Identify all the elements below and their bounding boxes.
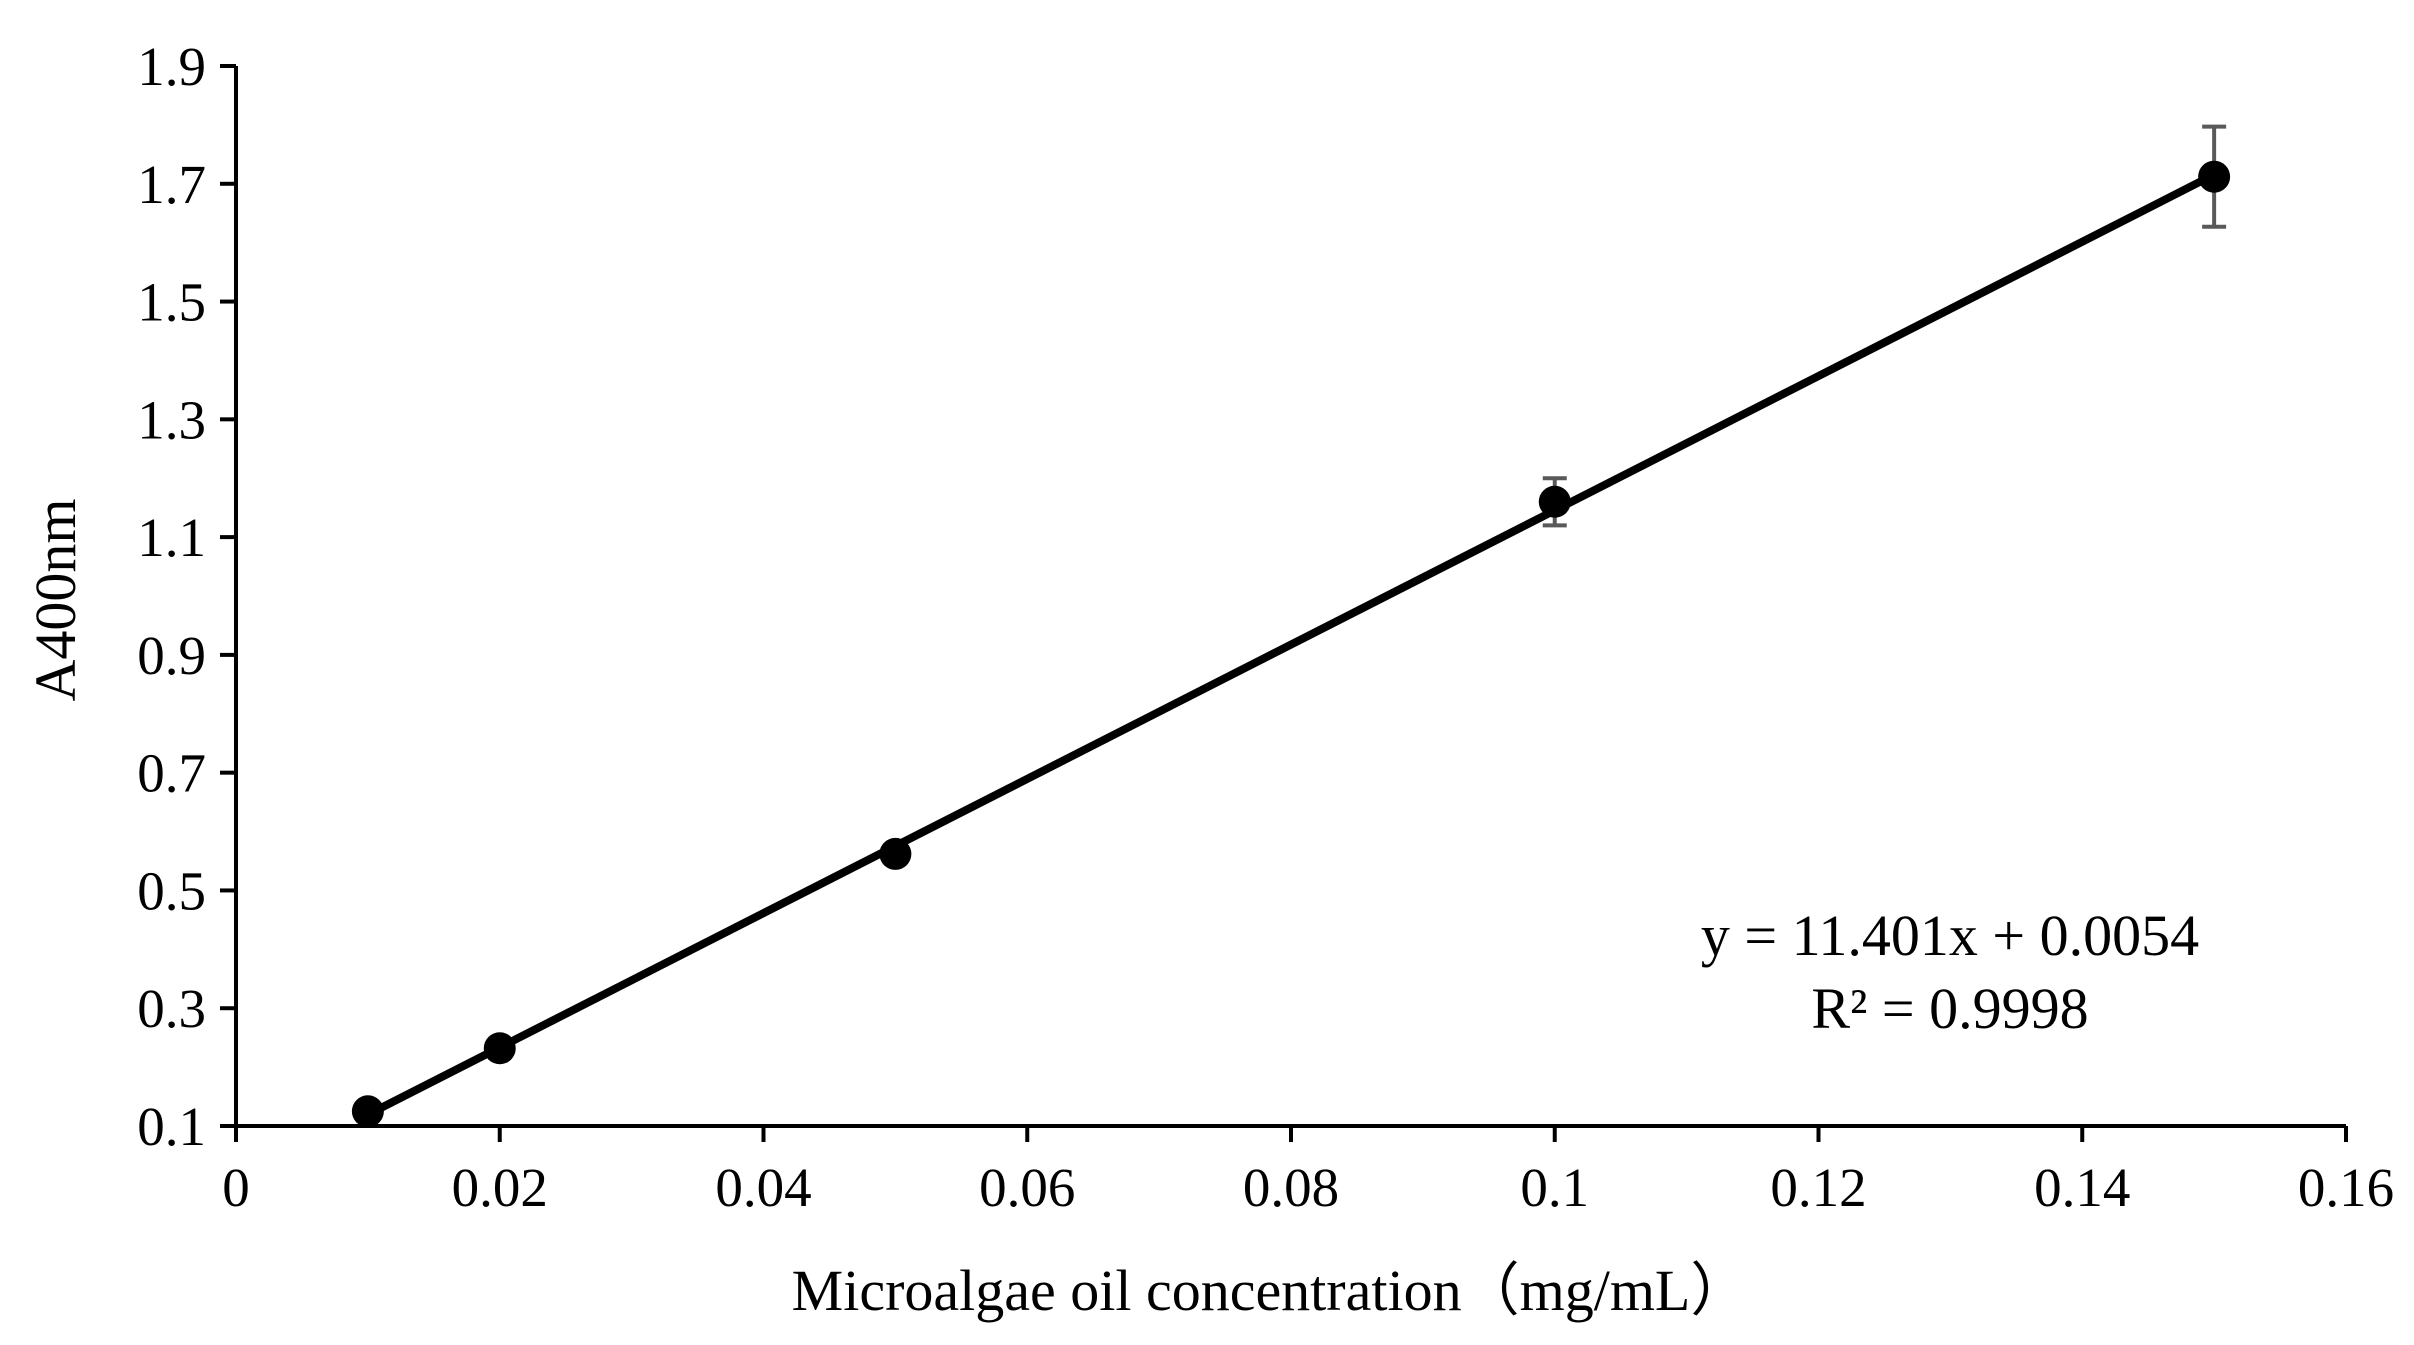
trendline-group (363, 170, 2219, 1119)
data-point (483, 1032, 516, 1065)
x-tick-label: 0.06 (979, 1157, 1075, 1218)
y-tick-label: 0.9 (137, 625, 206, 686)
x-tick-label: 0.12 (1770, 1157, 1866, 1218)
y-axis-title: A400nm (23, 499, 88, 702)
equation-label: y = 11.401x + 0.0054 (1701, 903, 2199, 968)
data-point (1538, 485, 1571, 518)
data-point (351, 1095, 384, 1128)
y-tick-label: 1.9 (137, 36, 206, 97)
x-axis-group: 0 0.02 0.04 0.06 0.08 0.1 0.12 0.14 0.16 (222, 1124, 2394, 1218)
r-squared-label: R² = 0.9998 (1811, 976, 2088, 1041)
y-tick-label: 0.5 (137, 860, 206, 921)
y-tick-label: 1.5 (137, 272, 206, 333)
x-axis-title: Microalgae oil concentration（mg/mL） (792, 1258, 1749, 1323)
y-tick-label: 1.7 (137, 154, 206, 215)
x-tick-label: 0 (222, 1157, 250, 1218)
y-tick-label: 1.3 (137, 389, 206, 450)
y-tick-label: 0.3 (137, 978, 206, 1039)
data-point (2198, 160, 2231, 193)
y-tick-label: 0.1 (137, 1096, 206, 1157)
y-tick-label: 0.7 (137, 743, 206, 804)
points-group (351, 160, 2231, 1128)
x-tick-label: 0.04 (715, 1157, 811, 1218)
trendline (363, 170, 2219, 1119)
x-tick-label: 0.14 (2034, 1157, 2130, 1218)
y-tick-label: 1.1 (137, 507, 206, 568)
y-axis-group: 0.1 0.3 0.5 0.7 0.9 1.1 1.3 1.5 1.7 1.9 (137, 36, 238, 1157)
x-tick-label: 0.16 (2298, 1157, 2394, 1218)
data-point (879, 837, 912, 870)
x-tick-label: 0.02 (452, 1157, 548, 1218)
x-tick-label: 0.08 (1243, 1157, 1339, 1218)
x-tick-label: 0.1 (1520, 1157, 1589, 1218)
